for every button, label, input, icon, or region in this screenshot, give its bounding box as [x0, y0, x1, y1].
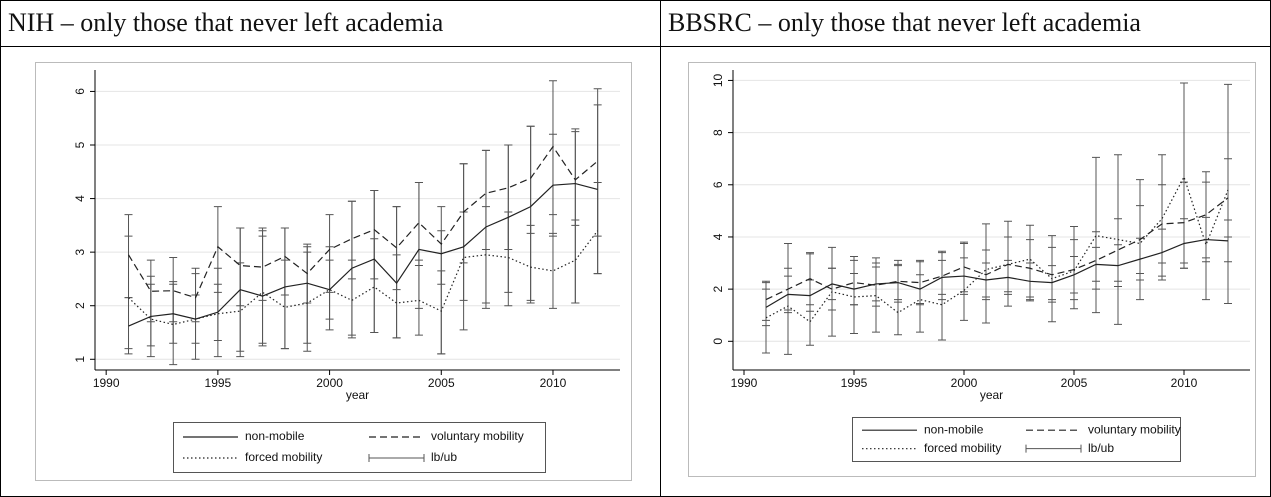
error-bar — [258, 235, 267, 347]
error-bar — [784, 242, 792, 355]
y-tick-label: 3 — [73, 248, 87, 255]
legend-label: non-mobile — [924, 422, 984, 436]
error-bar — [1202, 181, 1210, 301]
legend-label: lb/ub — [431, 450, 457, 464]
error-bar — [392, 254, 401, 339]
error-bar — [806, 253, 814, 346]
error-bar — [504, 211, 513, 307]
error-bar — [191, 273, 200, 360]
y-tick-label: 0 — [711, 338, 725, 345]
y-tick-label: 6 — [711, 181, 725, 188]
legend-box — [173, 422, 546, 473]
x-axis-label: year — [980, 388, 1003, 402]
x-tick-label: 1995 — [841, 376, 868, 390]
x-tick-label: 2005 — [428, 376, 455, 390]
panel-title: BBSRC – only those that never left acade… — [668, 8, 1141, 37]
y-tick-label: 6 — [73, 88, 87, 95]
error-bar — [1092, 156, 1100, 314]
error-bar — [850, 256, 858, 334]
x-tick-label: 2005 — [1061, 376, 1088, 390]
series-line — [128, 230, 599, 326]
error-bar — [169, 281, 178, 366]
y-tick-label: 10 — [711, 73, 725, 87]
error-bar — [548, 232, 557, 309]
error-bar — [437, 270, 446, 355]
error-bar — [872, 257, 880, 333]
legend-sample — [368, 454, 425, 462]
x-tick-label: 1990 — [93, 376, 120, 390]
y-tick-label: 8 — [711, 129, 725, 136]
legend-sample — [1025, 444, 1082, 453]
y-tick-label: 4 — [711, 233, 725, 240]
error-bar — [593, 182, 602, 275]
error-bar — [960, 242, 968, 321]
series-line — [127, 145, 599, 299]
error-bar — [347, 259, 356, 336]
error-bar — [280, 259, 289, 350]
x-tick-label: 2000 — [951, 376, 978, 390]
x-axis-label: year — [346, 388, 369, 402]
error-bar — [894, 263, 902, 336]
legend-label: voluntary mobility — [1088, 422, 1181, 436]
legend-label: voluntary mobility — [431, 429, 524, 443]
legend-box — [852, 417, 1181, 462]
error-bar — [526, 224, 535, 304]
error-bar — [982, 223, 990, 324]
error-bar — [571, 219, 580, 304]
y-tick-label: 2 — [73, 302, 87, 309]
error-bar — [414, 259, 423, 336]
y-tick-label: 2 — [711, 285, 725, 292]
legend-label: forced mobility — [924, 441, 1001, 455]
error-bar — [325, 246, 334, 331]
series-line — [765, 197, 1229, 301]
x-tick-label: 1995 — [205, 376, 232, 390]
error-bar — [370, 238, 379, 333]
legend-label: non-mobile — [245, 429, 305, 443]
error-bar — [303, 251, 312, 352]
legend-label: lb/ub — [1088, 441, 1114, 455]
error-bar — [124, 235, 133, 350]
x-tick-label: 1990 — [731, 376, 758, 390]
series-line — [765, 175, 1229, 323]
error-bar — [1158, 154, 1166, 281]
panel-title: NIH – only those that never left academi… — [8, 8, 444, 37]
error-bar — [938, 250, 946, 341]
plot-frame — [35, 62, 632, 481]
y-tick-label: 4 — [73, 195, 87, 202]
plot-frame — [688, 62, 1256, 477]
error-bar — [916, 261, 924, 333]
error-bar — [1224, 83, 1232, 304]
legend-label: forced mobility — [245, 450, 322, 464]
x-tick-label: 2010 — [1171, 376, 1198, 390]
x-tick-label: 2000 — [316, 376, 343, 390]
error-bar — [1004, 220, 1012, 307]
x-tick-label: 2010 — [540, 376, 567, 390]
series-line — [765, 238, 1229, 308]
y-tick-label: 5 — [73, 141, 87, 148]
error-bar — [1180, 82, 1188, 269]
y-tick-label: 1 — [73, 356, 87, 363]
error-bar — [1070, 226, 1078, 310]
series-line — [128, 182, 598, 327]
error-bar — [1026, 224, 1034, 302]
